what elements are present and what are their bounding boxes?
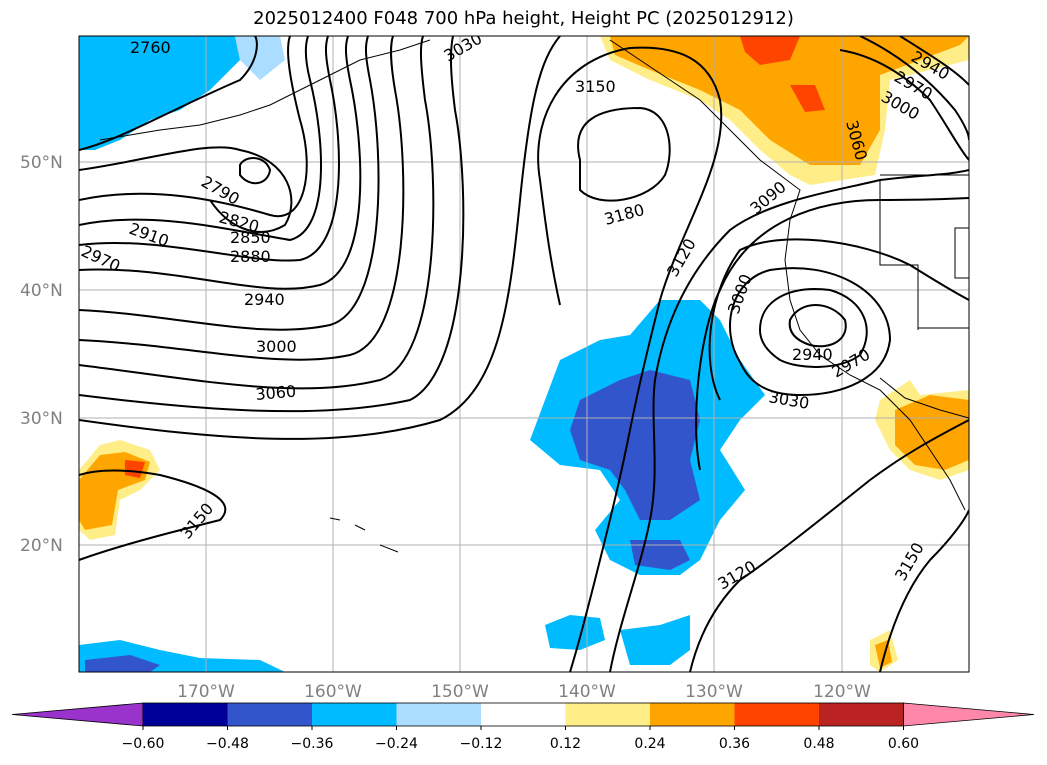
contour-label: 3000 — [724, 272, 756, 317]
lon-label: 170°W — [177, 682, 235, 702]
colorbar-arrow-right — [903, 702, 1035, 727]
colorbar-segment — [819, 703, 904, 726]
contour-label: 2880 — [230, 247, 271, 266]
longitude-labels: 170°W 160°W 150°W 140°W 130°W 120°W — [177, 682, 871, 702]
latitude-labels: 50°N 40°N 30°N 20°N — [20, 153, 63, 556]
colorbar-segment — [650, 703, 735, 726]
colorbar-tick-label: −0.24 — [375, 736, 418, 752]
colorbar-segment — [396, 703, 481, 726]
lon-label: 160°W — [304, 682, 362, 702]
colorbar-frame — [142, 702, 904, 727]
colorbar-tick-label: 0.12 — [550, 736, 581, 752]
lat-label: 30°N — [20, 409, 63, 429]
contour-label: 2850 — [230, 228, 271, 247]
lon-label: 130°W — [685, 682, 743, 702]
colorbar-tick-label: 0.24 — [634, 736, 665, 752]
height-contours — [79, 36, 969, 672]
contour-label: 2760 — [130, 38, 171, 57]
lon-label: 120°W — [813, 682, 871, 702]
contour-label: 2910 — [127, 219, 172, 251]
colorbar-segment — [565, 703, 650, 726]
shaded-anomalies — [79, 36, 969, 672]
plot-frame — [78, 35, 970, 673]
colorbar-tick-label: −0.60 — [122, 736, 165, 752]
contour-label: 3030 — [767, 387, 810, 413]
contour-label: 3000 — [256, 337, 297, 356]
colorbar-segment — [312, 703, 397, 726]
contour-label: 3150 — [177, 499, 218, 542]
contour-label: 3030 — [441, 29, 486, 66]
colorbar-tick-label: −0.12 — [460, 736, 503, 752]
contour-label: 3180 — [602, 200, 646, 229]
colorbar-tick-label: −0.36 — [291, 736, 334, 752]
contour-label: 3150 — [891, 539, 928, 584]
colorbar-segment — [734, 703, 819, 726]
colorbar-tick-label: 0.36 — [719, 736, 750, 752]
contour-label: 3150 — [575, 77, 616, 96]
contour-label: 2940 — [244, 290, 285, 309]
colorbar-tick-label: 0.60 — [888, 736, 919, 752]
lat-label: 20°N — [20, 536, 63, 556]
lon-label: 150°W — [431, 682, 489, 702]
colorbar-segment — [481, 703, 566, 726]
contour-label: 3060 — [255, 382, 297, 404]
contour-label: 3090 — [746, 177, 789, 218]
colorbar-tick-label: 0.48 — [803, 736, 834, 752]
lat-label: 50°N — [20, 153, 63, 173]
lat-label: 40°N — [20, 281, 63, 301]
map-title: 2025012400 F048 700 hPa height, Height P… — [253, 8, 794, 29]
contour-label: 3120 — [715, 557, 760, 594]
lon-label: 140°W — [558, 682, 616, 702]
colorbar-segment — [227, 703, 312, 726]
colorbar-segment — [143, 703, 228, 726]
colorbar-tick-label: −0.48 — [206, 736, 249, 752]
colorbar-arrow-left — [11, 702, 144, 727]
contour-label: 2940 — [792, 345, 833, 364]
colorbar: −0.60 −0.48 −0.36 −0.24 −0.12 0.12 0.24 0.36 0.4… — [11, 702, 1035, 752]
map-plot-area: 2760 3030 3150 2940 2970 3000 3060 2790 … — [79, 29, 969, 672]
